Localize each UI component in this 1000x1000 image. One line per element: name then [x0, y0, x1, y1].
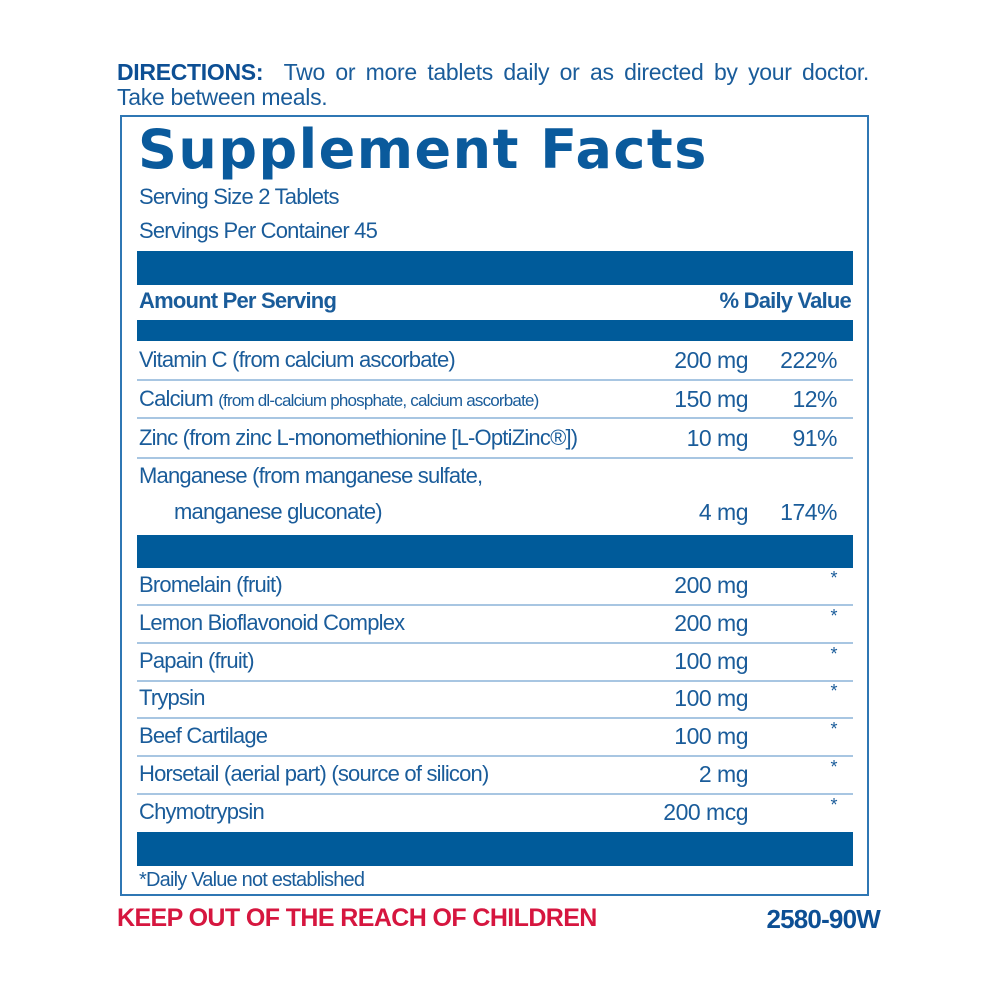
divider-bar [137, 832, 853, 866]
ingredient-dv: * [830, 568, 837, 588]
nutrient-name-line2: manganese gluconate) [174, 499, 383, 524]
ingredient-dv: * [830, 681, 837, 702]
ingredient-name: Bromelain (fruit) [139, 572, 283, 597]
ingredient-dv: * [830, 605, 837, 626]
ingredient-dv: * [830, 757, 837, 777]
facts-panel [120, 115, 869, 896]
divider-bar [137, 320, 853, 341]
servings-per-container: Servings Per Container 45 [139, 218, 378, 243]
ingredient-amount: 100 mg [674, 647, 748, 674]
ingredient-row: Bromelain (fruit) 200 mg * [137, 568, 853, 606]
warning: KEEP OUT OF THE REACH OF CHILDREN [117, 904, 597, 932]
ingredient-row: Chymotrypsin 200 mcg * [137, 795, 853, 831]
divider-bar [137, 535, 853, 568]
ingredient-dv: * [830, 794, 837, 815]
nutrient-amount: 150 mg [674, 386, 748, 412]
nutrient-amount: 200 mg [674, 347, 748, 373]
ingredient-dv: * [830, 719, 837, 740]
divider-bar [137, 251, 853, 285]
nutrient-dv: 222% [780, 347, 837, 373]
serving-size: Serving Size 2 Tablets [139, 184, 339, 209]
ingredient-name: Trypsin [139, 685, 206, 711]
nutrient-name: Zinc (from zinc L-monomethionine [L-Opti… [139, 425, 578, 450]
directions-text: Two or more tablets daily or as directed… [117, 59, 869, 110]
product-code: 2580-90W [766, 904, 880, 934]
nutrient-row: Zinc (from zinc L-monomethionine [L-Opti… [137, 419, 853, 459]
nutrient-dv: 91% [792, 425, 837, 451]
amount-header: Amount Per Serving [139, 288, 337, 313]
ingredient-row: Horsetail (aerial part) (source of silic… [137, 757, 853, 795]
dv-header: % Daily Value [719, 288, 852, 313]
ingredient-amount: 100 mg [674, 685, 748, 712]
ingredient-row: Papain (fruit) 100 mg * [137, 644, 853, 682]
ingredient-name: Chymotrypsin [139, 798, 265, 824]
ingredient-dv: * [830, 643, 837, 664]
nutrient-detail: (from dl-calcium phosphate, calcium asco… [218, 391, 539, 410]
ingredient-name: Papain (fruit) [139, 647, 255, 673]
ingredient-name: Beef Cartilage [139, 723, 268, 749]
panel-title: Supplement Facts [138, 118, 708, 181]
ingredient-amount: 2 mg [698, 761, 749, 787]
nutrient-row: Calcium (from dl-calcium phosphate, calc… [137, 381, 853, 419]
ingredient-row: Beef Cartilage 100 mg * [137, 719, 853, 758]
directions: DIRECTIONS: Two or more tablets daily or… [117, 60, 869, 110]
directions-label: DIRECTIONS: [117, 59, 264, 85]
ingredient-amount: 200 mcg [663, 798, 748, 825]
nutrient-row: Manganese (from manganese sulfate, manga… [137, 459, 853, 535]
ingredient-amount: 200 mg [674, 609, 748, 636]
ingredient-name: Lemon Bioflavonoid Complex [139, 609, 405, 635]
nutrient-dv: 174% [780, 499, 837, 525]
nutrient-name: Manganese (from manganese sulfate, [139, 463, 483, 488]
ingredient-row: Trypsin 100 mg * [137, 681, 853, 720]
nutrient-dv: 12% [792, 386, 837, 412]
ingredient-amount: 100 mg [674, 723, 748, 750]
nutrient-amount: 4 mg [698, 499, 749, 525]
ingredient-name: Horsetail (aerial part) (source of silic… [139, 761, 489, 786]
nutrient-row: Vitamin C (from calcium ascorbate) 200 m… [137, 341, 853, 381]
ingredient-amount: 200 mg [674, 572, 748, 598]
nutrient-amount: 10 mg [686, 425, 749, 451]
footnote: *Daily Value not established [139, 869, 365, 891]
ingredient-row: Lemon Bioflavonoid Complex 200 mg * [137, 606, 853, 644]
nutrient-name: Vitamin C (from calcium ascorbate) [139, 347, 456, 372]
nutrient-name: Calcium [139, 386, 214, 411]
